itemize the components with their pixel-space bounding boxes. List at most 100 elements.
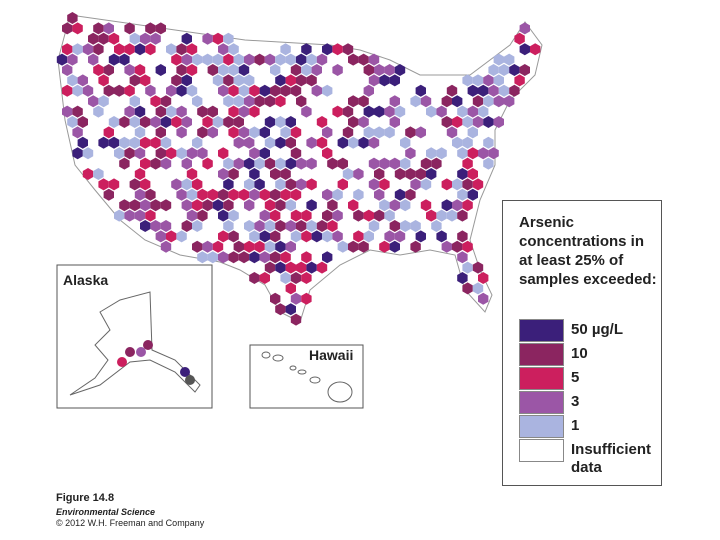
hex-cell — [389, 240, 400, 253]
hex-cell — [72, 84, 83, 97]
hex-cell — [264, 220, 276, 232]
hex-cell — [212, 53, 224, 66]
hex-cell — [348, 53, 359, 66]
hex-cell — [374, 209, 385, 222]
hex-cell — [155, 105, 166, 118]
hex-cell — [264, 240, 276, 253]
hex-cell — [155, 22, 166, 35]
hex-cell — [228, 188, 239, 201]
hex-cell — [280, 126, 291, 139]
hex-cell — [134, 43, 146, 56]
hex-cell — [483, 74, 494, 87]
hex-cell — [457, 188, 468, 201]
hex-cell — [218, 168, 229, 180]
hex-cell — [514, 74, 525, 87]
hex-cell — [337, 157, 348, 170]
hex-cell — [186, 64, 198, 76]
hex-cell — [218, 188, 229, 201]
alaska-outline — [69, 291, 201, 396]
hex-cell — [394, 230, 406, 243]
hex-cell — [145, 209, 156, 222]
hex-cell — [467, 168, 478, 180]
hex-cell — [202, 157, 213, 170]
hex-cell — [436, 147, 447, 160]
hex-cell — [218, 84, 229, 97]
hex-cell — [176, 147, 187, 160]
caption-copyright: © 2012 W.H. Freeman and Company — [56, 518, 205, 528]
hex-cell — [436, 105, 447, 118]
hex-cell — [181, 74, 192, 87]
legend-label: Insufficient data — [571, 441, 652, 476]
hex-cell — [452, 116, 463, 128]
hex-cell — [244, 95, 255, 108]
hex-cell — [405, 126, 416, 139]
hex-cell — [285, 220, 296, 232]
hex-cell — [280, 188, 291, 201]
hex-cell — [441, 178, 452, 191]
hex-cell — [176, 126, 187, 139]
hex-cell — [207, 64, 218, 76]
hex-cell — [311, 64, 322, 76]
hex-cell — [462, 74, 473, 87]
hex-cell — [114, 209, 125, 222]
hex-cell — [306, 157, 317, 170]
hex-cell — [192, 53, 203, 66]
hex-cell — [264, 261, 276, 274]
legend-swatch — [519, 439, 564, 462]
hex-cell — [160, 240, 172, 253]
hex-cell — [478, 84, 489, 97]
hex-cell — [249, 105, 260, 118]
hex-cell — [530, 43, 541, 56]
hex-cell — [244, 136, 255, 149]
legend: Arsenic concentrations in at least 25% o… — [502, 200, 662, 486]
legend-swatch — [519, 391, 564, 414]
hex-cell — [108, 32, 120, 45]
hex-cell — [264, 95, 276, 108]
hex-cell — [181, 32, 192, 45]
hex-cell — [332, 230, 343, 243]
hex-cell — [171, 53, 182, 66]
hex-cell — [186, 209, 198, 222]
hex-cell — [145, 188, 156, 201]
alaska-hexes — [117, 340, 195, 385]
hex-cell — [462, 136, 473, 149]
hex-cell — [218, 147, 229, 160]
legend-swatch — [519, 415, 564, 438]
hex-cell — [342, 168, 354, 180]
hex-cell — [270, 168, 281, 180]
hex-cell — [467, 147, 478, 160]
hex-cell — [140, 178, 151, 191]
hex-cell — [384, 64, 395, 76]
hex-cell — [472, 261, 484, 274]
hex-cell — [145, 43, 156, 56]
hex-cell — [420, 178, 432, 191]
hex-cell — [134, 188, 146, 201]
hex-cell — [181, 116, 192, 128]
hex-cell — [431, 220, 442, 232]
hex-cell — [296, 157, 307, 170]
hex-cell — [478, 147, 489, 160]
hex-cell — [93, 105, 104, 118]
hex-cell — [98, 178, 109, 191]
hex-cell — [114, 147, 125, 160]
hex-cell — [290, 84, 302, 97]
hex-cell — [140, 74, 151, 87]
hex-cell — [368, 74, 380, 87]
hex-cell — [306, 220, 317, 232]
hex-cell — [306, 178, 317, 191]
hex-cell — [462, 116, 473, 128]
hex-cell — [457, 230, 468, 243]
hex-cell — [415, 126, 426, 139]
hex-cell — [259, 126, 270, 139]
hex-cell — [452, 199, 463, 212]
hex-cell — [93, 168, 104, 180]
hex-cell — [134, 209, 146, 222]
hex-cell — [301, 230, 312, 243]
hex-cell — [259, 230, 270, 243]
hex-cell — [301, 251, 312, 264]
hex-cell — [129, 199, 140, 212]
hex-cell — [82, 43, 94, 56]
hex-cell — [301, 272, 312, 284]
hex-cell — [472, 178, 484, 191]
hex-cell — [140, 199, 151, 212]
